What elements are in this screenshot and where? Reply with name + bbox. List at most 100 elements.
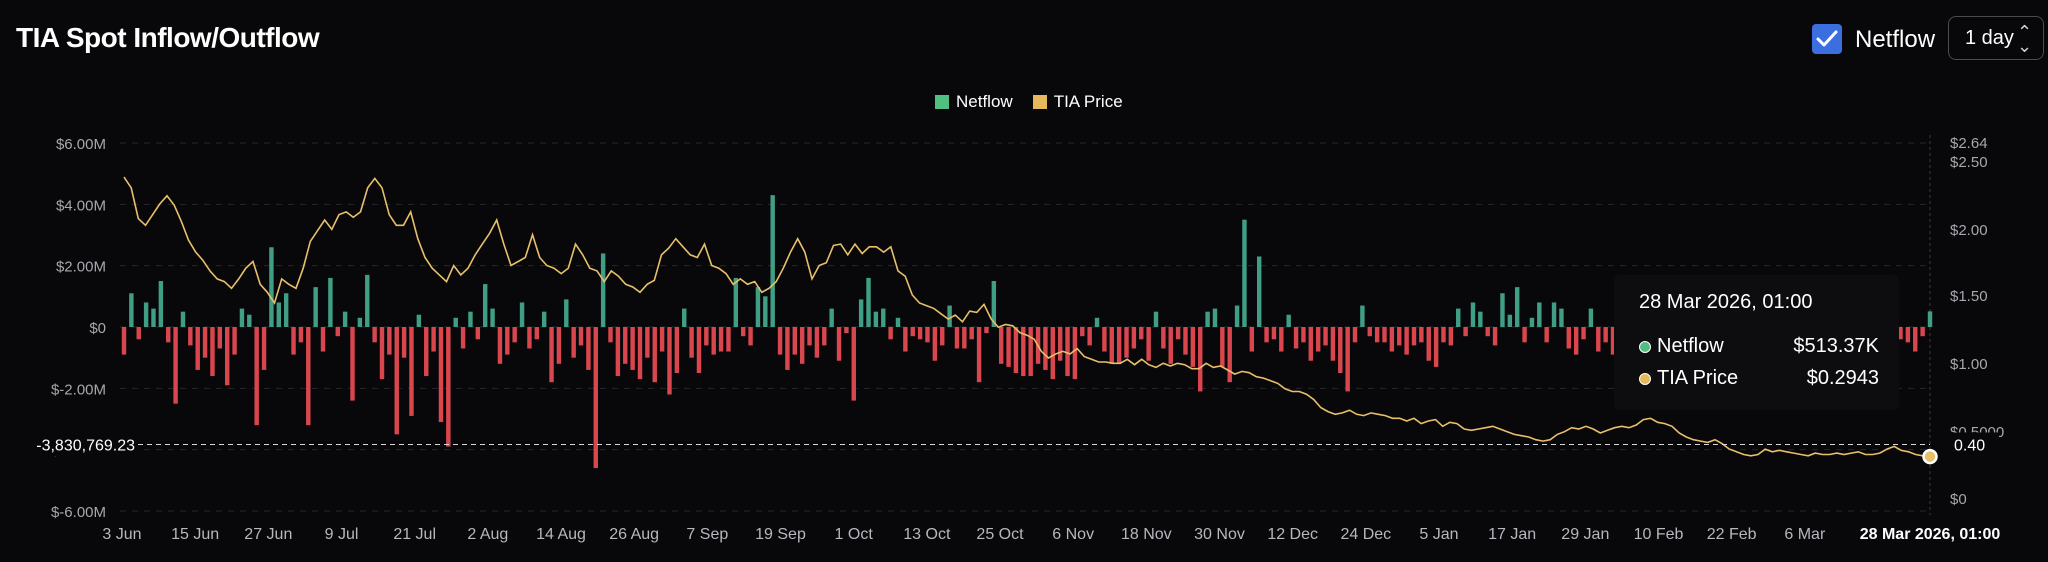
x-tick-label: 5 Jan: [1419, 526, 1458, 543]
crosshair-x-label-bg: [1853, 522, 2007, 546]
interval-select[interactable]: 1 day ⌃ ⌄: [1948, 16, 2044, 60]
chart-tooltip: 28 Mar 2026, 01:00 Netflow $513.37K TIA …: [1614, 275, 1899, 410]
netflow-bar: [829, 308, 834, 327]
x-tick-label: 13 Oct: [903, 526, 951, 543]
right-tick-label: $0: [1950, 491, 1967, 508]
netflow-bar: [1397, 327, 1402, 346]
netflow-bar: [1345, 327, 1350, 392]
netflow-bar: [1087, 327, 1092, 346]
netflow-bar: [910, 327, 915, 337]
netflow-bar: [593, 327, 598, 469]
netflow-bar: [1360, 305, 1365, 327]
netflow-bar: [556, 327, 562, 364]
x-tick-label: 6 Mar: [1784, 526, 1826, 543]
netflow-bar: [519, 302, 525, 327]
netflow-toggle-label[interactable]: Netflow: [1855, 26, 1936, 53]
netflow-bar: [475, 327, 481, 340]
netflow-bar: [1146, 327, 1151, 361]
netflow-bar: [1124, 327, 1129, 358]
netflow-bar: [1433, 327, 1439, 367]
netflow-bar: [571, 327, 576, 358]
chart-legend: Netflow TIA Price: [935, 92, 1123, 112]
netflow-bar: [247, 314, 252, 327]
netflow-bar: [505, 327, 510, 355]
netflow-bar: [1374, 327, 1380, 343]
netflow-bar: [276, 302, 282, 327]
netflow-bar: [682, 308, 687, 327]
netflow-bar: [1013, 327, 1019, 373]
left-tick-label: $2.00M: [56, 259, 106, 276]
netflow-bar: [1065, 327, 1070, 377]
netflow-bar: [652, 327, 657, 383]
netflow-bar: [704, 327, 709, 346]
x-tick-label: 30 Nov: [1194, 526, 1245, 543]
netflow-bar: [1330, 327, 1336, 361]
netflow-bar: [763, 296, 768, 327]
right-tick-label: $2.64: [1950, 135, 1988, 152]
netflow-bar: [1315, 327, 1321, 352]
crosshair-x-label: 28 Mar 2026, 01:00: [1860, 526, 2001, 543]
netflow-bar: [903, 327, 908, 352]
legend-item-netflow[interactable]: Netflow: [935, 92, 1013, 112]
netflow-bar: [453, 317, 458, 327]
x-tick-label: 24 Dec: [1340, 526, 1391, 543]
netflow-bar: [600, 253, 606, 327]
netflow-bar: [151, 308, 156, 327]
x-tick-label: 3 Jun: [102, 526, 141, 543]
netflow-bar: [947, 305, 952, 327]
netflow-checkbox[interactable]: [1812, 24, 1842, 54]
netflow-bar: [785, 327, 790, 370]
netflow-bar: [1419, 327, 1424, 343]
netflow-bar: [424, 327, 429, 377]
netflow-bar: [1279, 327, 1284, 352]
netflow-bar: [232, 327, 237, 355]
netflow-bar: [1249, 327, 1255, 352]
tooltip-date: 28 Mar 2026, 01:00: [1639, 291, 1813, 313]
tooltip-row-netflow: Netflow $513.37K: [1639, 335, 1879, 358]
netflow-bar: [1551, 302, 1557, 327]
netflow-bar: [409, 327, 414, 416]
netflow-bar: [844, 327, 849, 334]
netflow-bar: [416, 314, 422, 327]
netflow-bar: [306, 327, 311, 426]
netflow-bar: [1581, 327, 1586, 340]
netflow-bar: [1603, 327, 1608, 343]
netflow-bar: [1573, 327, 1579, 355]
netflow-bar: [1448, 327, 1454, 346]
netflow-bar: [608, 327, 613, 343]
x-axis-ticks: 3 Jun 15 Jun 27 Jun 9 Jul 21 Jul 2 Aug 14 Aug 2…: [102, 526, 1882, 543]
netflow-bar: [482, 284, 488, 327]
legend-label-price: TIA Price: [1053, 92, 1123, 111]
netflow-bar: [1205, 311, 1210, 327]
netflow-bar: [689, 327, 694, 358]
netflow-bar: [925, 327, 930, 343]
netflow-bar: [291, 327, 296, 355]
netflow-bar: [718, 327, 724, 352]
legend-item-price[interactable]: TIA Price: [1032, 92, 1123, 112]
netflow-bar: [696, 327, 702, 373]
netflow-bar: [534, 327, 540, 340]
netflow-bar: [615, 327, 621, 377]
netflow-bar: [342, 311, 348, 327]
netflow-bar: [1367, 327, 1372, 337]
netflow-bar: [1456, 308, 1461, 327]
netflow-bar: [1286, 314, 1291, 327]
left-tick-label: $-2.00M: [51, 381, 106, 398]
netflow-bar: [372, 327, 377, 343]
netflow-bar: [586, 327, 591, 370]
grid-lines: [120, 135, 1931, 515]
netflow-bar: [1382, 327, 1387, 343]
netflow-bar: [158, 281, 164, 327]
netflow-bar: [1293, 327, 1299, 349]
netflow-bar: [549, 327, 554, 383]
x-tick-label: 25 Oct: [976, 526, 1024, 543]
netflow-bar: [1389, 327, 1395, 352]
netflow-bar: [1057, 327, 1063, 361]
netflow-bar: [1271, 327, 1277, 340]
netflow-bar: [667, 327, 672, 395]
netflow-bar: [814, 327, 820, 358]
crosshair-left-label-bg: [16, 432, 138, 457]
netflow-bar: [320, 327, 326, 352]
check-icon: [1816, 30, 1838, 47]
legend-swatch-price: [1032, 95, 1047, 109]
